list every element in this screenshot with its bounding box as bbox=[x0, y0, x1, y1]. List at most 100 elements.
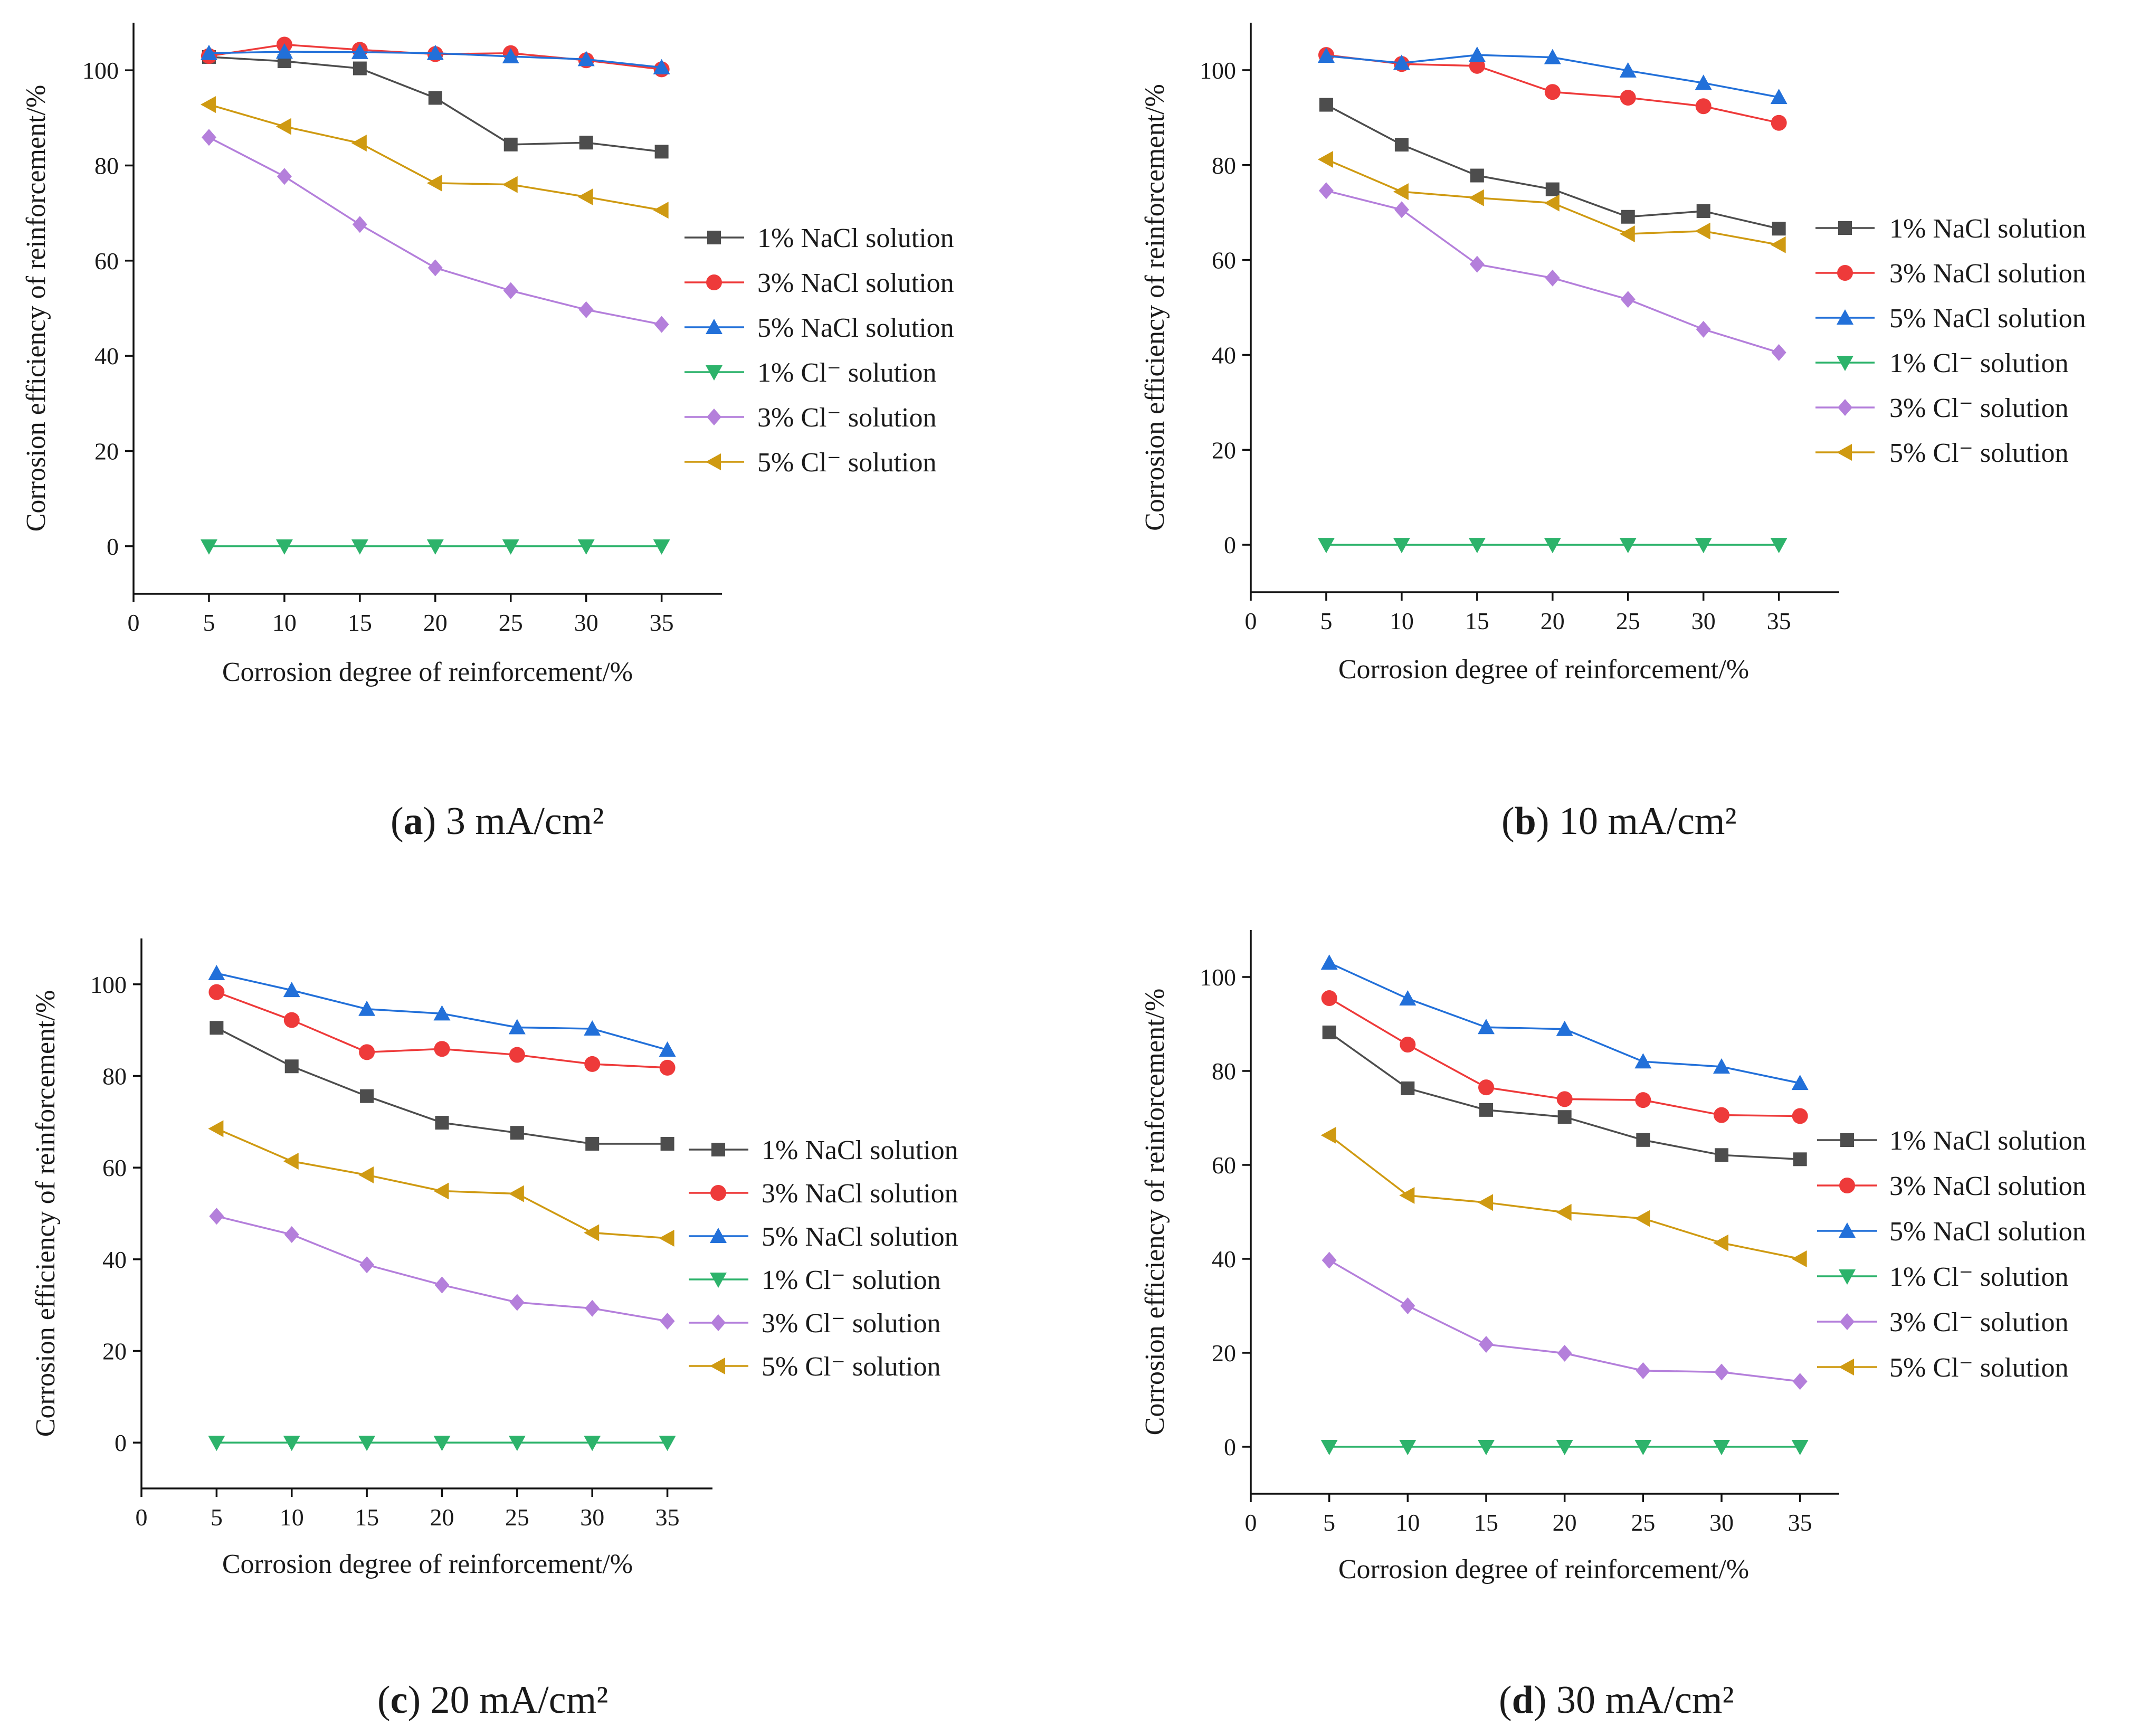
x-tick-label: 0 bbox=[1245, 1509, 1257, 1536]
data-point bbox=[1556, 1203, 1572, 1221]
data-point bbox=[1545, 182, 1560, 196]
legend-label: 1% NaCl solution bbox=[1889, 1126, 2086, 1156]
x-tick-label: 25 bbox=[499, 609, 523, 636]
caption-current-density: 3 mA/cm² bbox=[436, 800, 604, 843]
legend-label: 3% Cl⁻ solution bbox=[1889, 393, 2068, 423]
data-point bbox=[351, 43, 368, 59]
series-4 bbox=[1318, 182, 1786, 361]
data-point bbox=[351, 539, 368, 555]
data-point bbox=[1469, 255, 1485, 273]
data-point bbox=[1478, 1440, 1495, 1455]
series-4 bbox=[1322, 1251, 1808, 1390]
data-point bbox=[503, 137, 518, 151]
data-point bbox=[659, 1229, 674, 1247]
legend-entry: 1% NaCl solution bbox=[1815, 214, 2086, 244]
series-3 bbox=[1320, 1440, 1809, 1455]
legend-entry: 1% NaCl solution bbox=[685, 223, 954, 253]
y-tick-label: 40 bbox=[94, 343, 119, 369]
data-point bbox=[1479, 1103, 1493, 1117]
data-point bbox=[360, 1089, 374, 1103]
legend-marker bbox=[1838, 221, 1852, 235]
series-3 bbox=[208, 1436, 676, 1452]
legend-label: 1% Cl⁻ solution bbox=[1889, 348, 2068, 378]
y-tick-label: 80 bbox=[1212, 152, 1236, 179]
legend-marker bbox=[1839, 1359, 1854, 1375]
data-point bbox=[283, 1012, 300, 1028]
y-tick-label: 100 bbox=[90, 971, 127, 998]
y-tick-label: 20 bbox=[1212, 1340, 1236, 1367]
data-point bbox=[200, 96, 216, 113]
legend-entry: 5% NaCl solution bbox=[685, 313, 954, 343]
x-tick-label: 0 bbox=[1245, 608, 1257, 634]
chart-panel-d: 0 5 10 15 20 25 30 35 0 20 40 60 80 100 Corrosion effi… bbox=[1140, 930, 2086, 1722]
data-point bbox=[578, 301, 594, 318]
data-point bbox=[1619, 62, 1637, 78]
data-point bbox=[659, 1041, 676, 1057]
legend-entry: 5% NaCl solution bbox=[1817, 1217, 2086, 1247]
series-1 bbox=[1321, 990, 1808, 1124]
x-tick-label: 0 bbox=[136, 1504, 148, 1531]
legend-marker bbox=[706, 274, 722, 290]
data-point bbox=[434, 1276, 450, 1294]
caption-paren-close: ) bbox=[1536, 800, 1549, 843]
panel-caption: (a) 3 mA/cm² bbox=[391, 800, 604, 843]
legend-label: 1% Cl⁻ solution bbox=[1889, 1262, 2068, 1292]
data-point bbox=[435, 1116, 449, 1130]
legend-entry: 1% Cl⁻ solution bbox=[1817, 1262, 2068, 1292]
x-tick-label: 30 bbox=[1691, 608, 1716, 634]
x-tick-label: 15 bbox=[355, 1504, 379, 1531]
series-line bbox=[208, 103, 662, 211]
data-point bbox=[1713, 1058, 1730, 1074]
x-axis-title: Corrosion degree of reinforcement/% bbox=[222, 1549, 633, 1579]
legend-entry: 3% Cl⁻ solution bbox=[685, 403, 936, 433]
y-tick-label: 100 bbox=[1200, 964, 1236, 991]
series-line bbox=[216, 1215, 668, 1322]
x-tick-label: 15 bbox=[348, 609, 372, 636]
legend-entry: 3% NaCl solution bbox=[1815, 259, 2086, 289]
data-point bbox=[579, 136, 593, 150]
x-tick-label: 20 bbox=[1553, 1509, 1577, 1536]
chart-panel-b: 0 5 10 15 20 25 30 35 0 20 40 60 80 100 Corrosion effi… bbox=[1140, 23, 2086, 843]
x-tick-label: 10 bbox=[280, 1504, 304, 1531]
series-line bbox=[1328, 1134, 1801, 1260]
legend-entry: 3% Cl⁻ solution bbox=[689, 1308, 940, 1339]
data-point bbox=[1478, 1019, 1495, 1035]
series-2 bbox=[200, 43, 670, 74]
y-axis-title: Corrosion efficiency of reinforcement/% bbox=[1140, 989, 1170, 1436]
x-tick-label: 35 bbox=[655, 1504, 680, 1531]
caption-letter: b bbox=[1515, 800, 1536, 843]
data-point bbox=[208, 984, 225, 1000]
data-point bbox=[659, 1436, 676, 1452]
data-point bbox=[1393, 54, 1410, 70]
data-point bbox=[351, 135, 367, 152]
y-tick-label: 60 bbox=[102, 1154, 127, 1181]
data-point bbox=[1319, 98, 1333, 112]
data-point bbox=[660, 1137, 674, 1151]
x-tick-label: 20 bbox=[423, 609, 448, 636]
data-point bbox=[1544, 49, 1561, 64]
legend-label: 5% NaCl solution bbox=[1889, 303, 2086, 334]
legend-marker bbox=[1840, 1133, 1854, 1147]
series-line bbox=[208, 136, 662, 326]
legend-entry: 5% NaCl solution bbox=[1815, 303, 2086, 334]
data-point bbox=[1321, 990, 1337, 1007]
data-point bbox=[508, 1185, 524, 1202]
data-point bbox=[434, 1041, 450, 1057]
data-point bbox=[1322, 1026, 1336, 1040]
legend-marker bbox=[707, 231, 721, 244]
data-point bbox=[1634, 1210, 1650, 1227]
panel-caption: (c) 20 mA/cm² bbox=[377, 1678, 608, 1722]
data-point bbox=[1318, 182, 1334, 200]
data-point bbox=[508, 1436, 526, 1452]
caption-paren-open: ( bbox=[1501, 800, 1515, 843]
data-point bbox=[283, 1436, 300, 1452]
series-2 bbox=[208, 964, 676, 1057]
data-point bbox=[1696, 204, 1710, 218]
data-point bbox=[1634, 1053, 1652, 1069]
legend-marker bbox=[706, 319, 722, 334]
data-point bbox=[353, 61, 367, 75]
data-point bbox=[1401, 1081, 1415, 1095]
data-point bbox=[654, 145, 669, 159]
data-point bbox=[1478, 1079, 1494, 1096]
data-point bbox=[1556, 1440, 1573, 1455]
